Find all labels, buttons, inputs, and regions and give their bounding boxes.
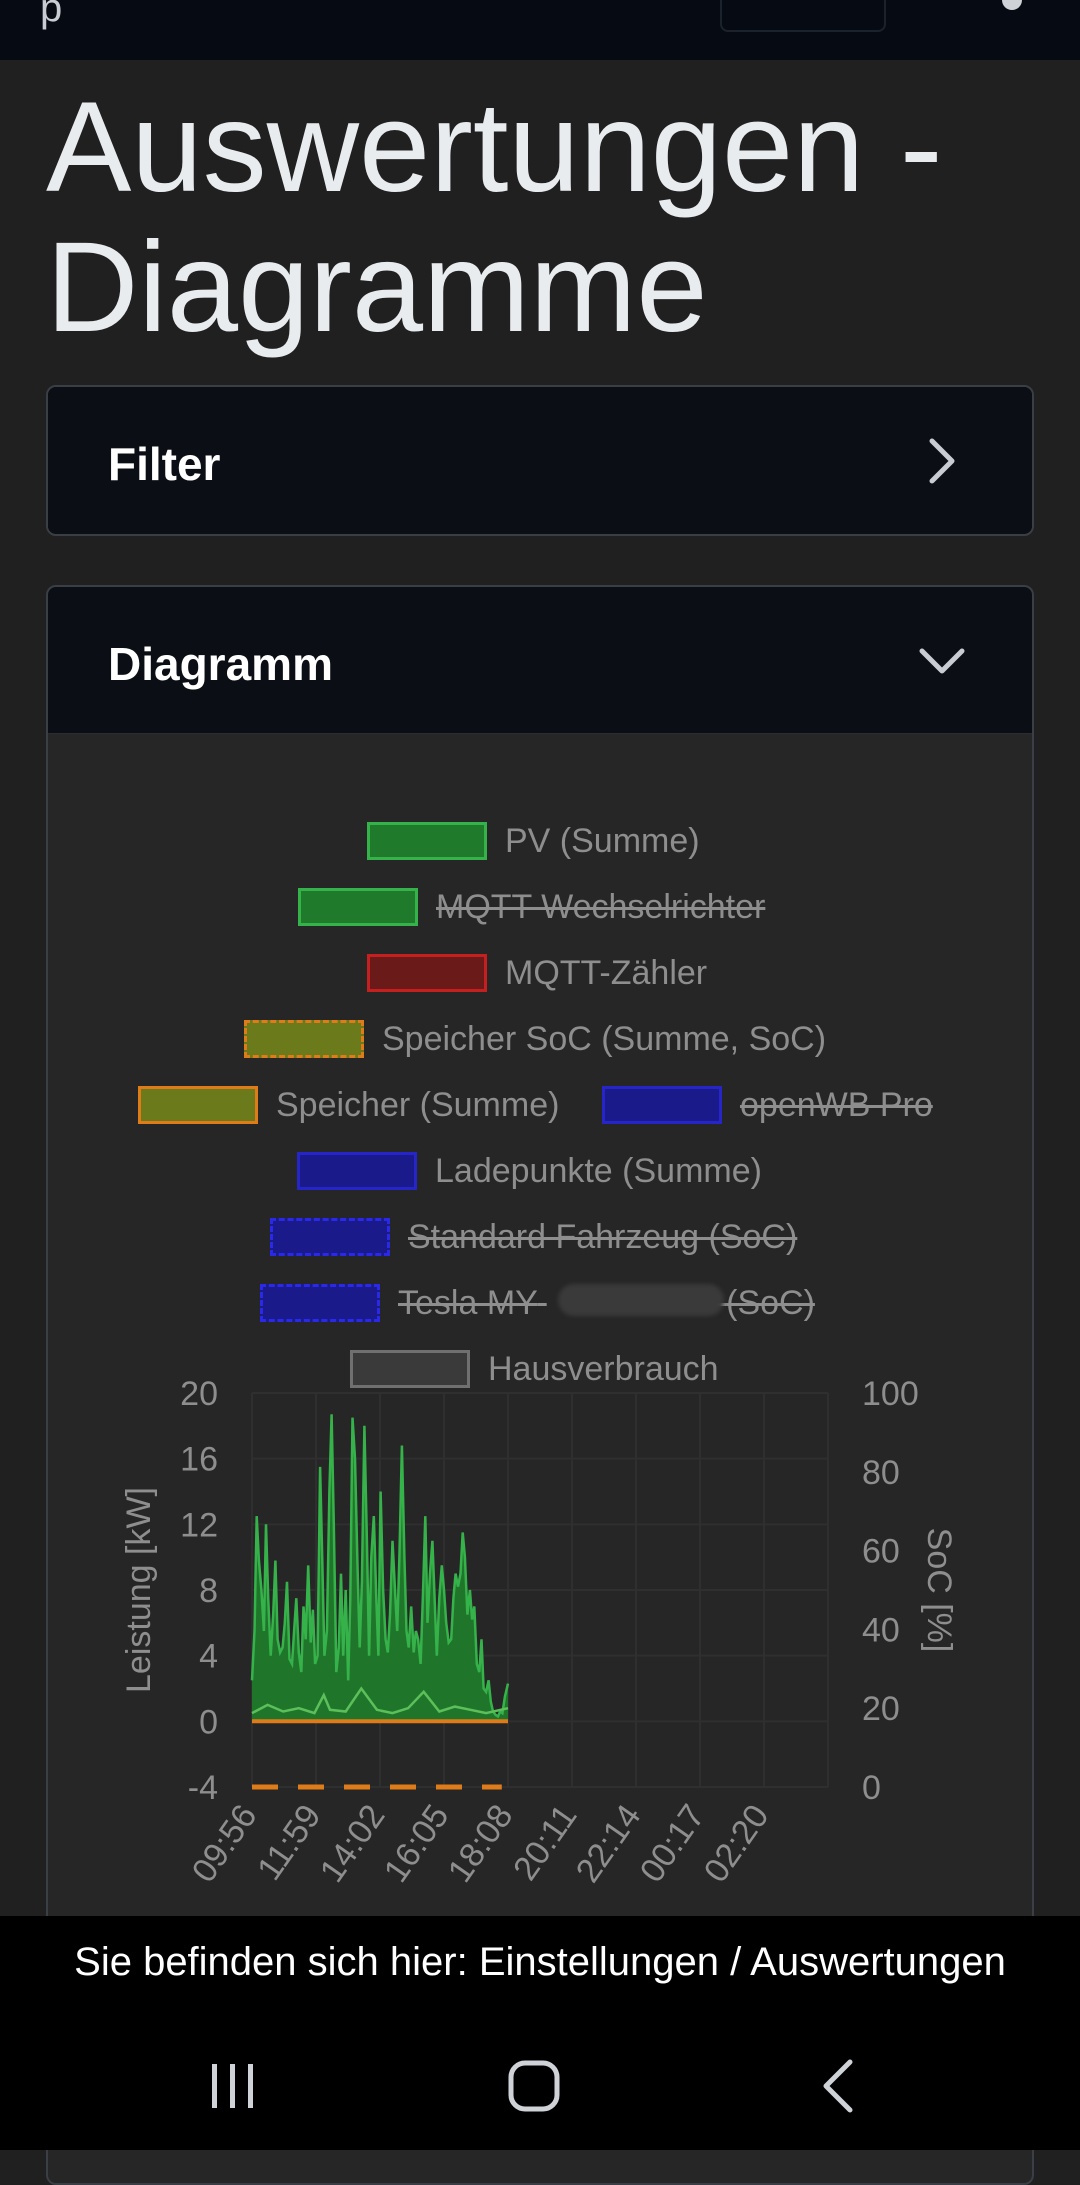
menu-toggle-button[interactable] [720,0,886,32]
series-line-pv [250,1414,510,1719]
y2-tick-label: 0 [862,1769,881,1807]
legend-swatch [138,1086,258,1124]
legend-swatch [270,1218,390,1256]
legend-label: Speicher SoC (Summe, SoC) [382,1019,827,1058]
legend-item-mqtt-wechselrichter[interactable]: MQTT Wechselrichter [298,885,765,929]
y-tick-label: 8 [199,1572,218,1610]
x-tick-label: 18:08 [441,1798,521,1890]
legend-label: MQTT-Zähler [505,953,708,992]
x-tick-label: 02:20 [697,1798,777,1890]
legend-swatch [350,1350,470,1388]
legend-label: Hausverbrauch [488,1349,719,1388]
x-tick-label: 20:11 [506,1798,584,1887]
x-tick-label: 11:59 [250,1798,328,1887]
redacted-text [558,1284,724,1316]
y2-tick-label: 40 [862,1611,900,1649]
y2-axis-title: SoC [%] [920,1528,958,1653]
legend-item-tesla-my[interactable]: Tesla MY (SoC) [260,1281,815,1325]
legend-item-ladepunkte-summe[interactable]: Ladepunkte (Summe) [297,1149,762,1193]
series-line-hausverbrauch [251,1686,509,1715]
diagram-card-header[interactable]: Diagramm [48,587,1032,734]
y2-axis-ticks: 100 80 60 40 20 0 [862,1375,919,1807]
x-tick-label: 22:14 [569,1798,649,1890]
y-tick-label: 20 [180,1375,218,1413]
filter-card-header[interactable]: Filter [48,387,1032,533]
x-tick-label: 16:05 [377,1798,457,1890]
x-axis-ticks: 09:5611:5914:0216:0518:0820:1122:1400:17… [185,1798,777,1890]
legend-item-speicher-soc[interactable]: Speicher SoC (Summe, SoC) [244,1017,826,1061]
back-icon[interactable] [778,2038,898,2134]
filter-card: Filter [46,385,1034,536]
legend-label-prefix: Tesla MY [398,1283,538,1322]
y-tick-label: 0 [199,1703,218,1741]
legend-label: PV (Summe) [505,821,700,860]
legend-swatch [602,1086,722,1124]
brand-logo[interactable]: p [40,0,63,30]
legend-swatch [260,1284,380,1322]
legend-item-pv-summe[interactable]: PV (Summe) [367,819,700,863]
legend-swatch [298,888,418,926]
top-app-bar: p [0,0,1080,60]
legend-label: MQTT Wechselrichter [436,887,766,926]
legend-label-suffix: (SoC) [726,1283,815,1322]
y2-tick-label: 80 [862,1454,900,1492]
page-title: Auswertungen - Diagramme [46,76,943,359]
x-tick-label: 14:02 [313,1798,393,1890]
chart-grid [251,1392,829,1788]
y2-tick-label: 60 [862,1533,900,1571]
legend-label: Speicher (Summe) [276,1085,560,1124]
legend-swatch [367,954,487,992]
y-axis-ticks: 20 16 12 8 4 0 -4 [180,1375,218,1807]
diagram-card-title: Diagramm [108,638,333,690]
legend-item-mqtt-zaehler[interactable]: MQTT-Zähler [367,951,707,995]
user-icon[interactable] [1002,0,1022,10]
system-navigation-bar [0,2008,1080,2150]
legend-label: openWB Pro [740,1085,933,1124]
breadcrumb-text: Sie befinden sich hier: Einstellungen / … [74,1939,1006,1984]
legend-swatch [367,822,487,860]
y-tick-label: 12 [180,1506,218,1544]
filter-card-title: Filter [108,438,221,490]
breadcrumb: Sie befinden sich hier: Einstellungen / … [0,1916,1080,2008]
y2-tick-label: 100 [862,1375,919,1413]
chevron-down-icon [919,648,965,674]
chevron-right-icon [929,438,955,484]
y-tick-label: 16 [180,1441,218,1479]
legend-item-standard-fahrzeug[interactable]: Standard Fahrzeug (SoC) [270,1215,797,1259]
x-tick-label: 00:17 [633,1798,713,1890]
legend-item-hausverbrauch[interactable]: Hausverbrauch [350,1347,719,1391]
legend-label: Standard Fahrzeug (SoC) [408,1217,798,1256]
recent-apps-icon[interactable] [172,2038,292,2134]
x-tick-label: 09:56 [185,1798,265,1890]
legend-label: Tesla MY (SoC) [398,1284,815,1323]
legend-swatch [244,1020,364,1058]
y2-tick-label: 20 [862,1690,900,1728]
y-axis-title: Leistung [kW] [120,1487,158,1693]
home-icon[interactable] [474,2038,594,2134]
legend-item-openwb-pro[interactable]: openWB Pro [602,1083,933,1127]
y-tick-label: 4 [199,1638,218,1676]
legend-swatch [297,1152,417,1190]
y-tick-label: -4 [188,1769,218,1807]
legend-label: Ladepunkte (Summe) [435,1151,762,1190]
chart-series [250,1414,510,1790]
legend-item-speicher-summe[interactable]: Speicher (Summe) [138,1083,559,1127]
